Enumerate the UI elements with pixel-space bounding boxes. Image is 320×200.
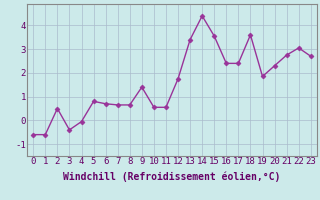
X-axis label: Windchill (Refroidissement éolien,°C): Windchill (Refroidissement éolien,°C) (63, 172, 281, 182)
